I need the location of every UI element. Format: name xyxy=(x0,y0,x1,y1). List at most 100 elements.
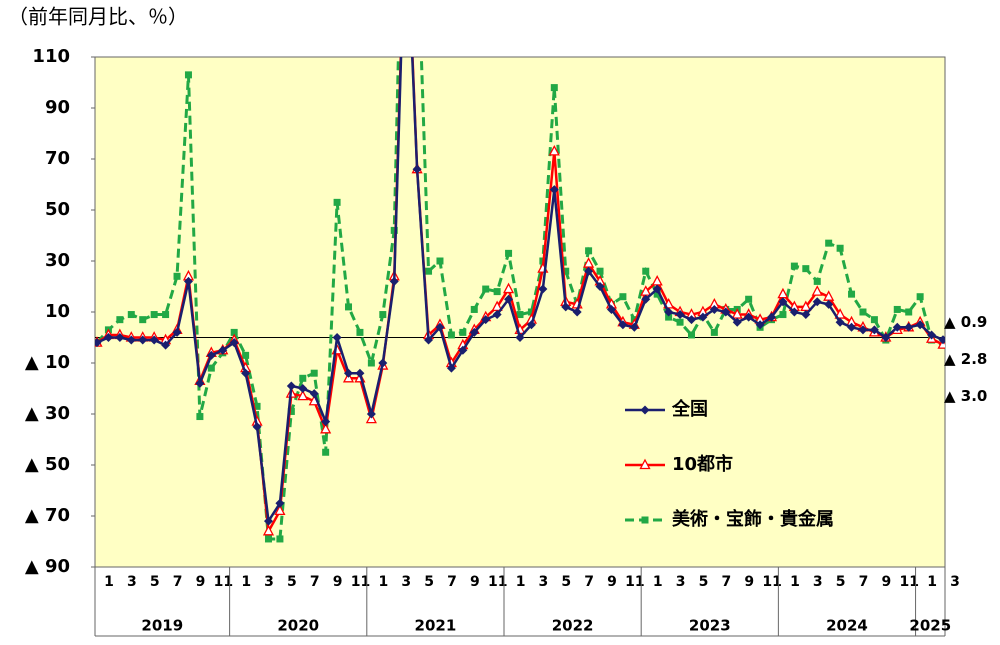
x-tick-label: 9 xyxy=(744,574,754,590)
data-point xyxy=(127,311,135,319)
data-point xyxy=(812,297,822,307)
year-label: 2021 xyxy=(415,617,457,635)
x-tick-label: 11 xyxy=(214,574,233,590)
x-tick-label: 3 xyxy=(676,574,686,590)
data-point xyxy=(276,535,284,543)
x-tick-label: 11 xyxy=(625,574,644,590)
data-point xyxy=(321,417,331,427)
data-point xyxy=(892,322,902,332)
x-tick-label: 7 xyxy=(721,574,731,590)
data-point xyxy=(230,328,238,336)
data-point xyxy=(584,266,594,276)
data-point xyxy=(596,267,604,275)
data-point xyxy=(606,304,616,314)
legend-label: 10都市 xyxy=(672,453,733,475)
y-tick-label: 70 xyxy=(45,148,70,169)
x-tick-label: 5 xyxy=(699,574,709,590)
data-point xyxy=(436,257,444,265)
data-point xyxy=(162,311,170,319)
data-point xyxy=(126,335,136,345)
data-point xyxy=(115,333,125,342)
data-point xyxy=(502,282,515,294)
x-tick-label: 9 xyxy=(882,574,892,590)
y-tick-label: ▲ 90 xyxy=(25,556,70,577)
x-tick-label: 7 xyxy=(859,574,869,590)
data-point xyxy=(424,335,434,345)
data-point xyxy=(95,338,102,348)
data-point xyxy=(516,311,524,319)
year-label: 2024 xyxy=(826,617,868,635)
data-point xyxy=(561,302,571,312)
x-tick-label: 1 xyxy=(927,574,937,590)
x-tick-label: 1 xyxy=(241,574,251,590)
data-point xyxy=(686,315,696,325)
x-tick-label: 3 xyxy=(813,574,823,590)
data-point xyxy=(848,290,856,298)
data-point xyxy=(263,516,273,526)
data-point xyxy=(504,294,514,304)
data-point xyxy=(274,504,286,516)
data-point xyxy=(825,239,833,247)
y-tick-label: ▲ 10 xyxy=(25,352,70,373)
data-point xyxy=(802,265,810,273)
y-tick-label: 10 xyxy=(45,301,70,322)
data-point xyxy=(138,335,148,345)
x-tick-label: 5 xyxy=(287,574,297,590)
end-label: ▲ 0.9 xyxy=(944,313,987,331)
data-point xyxy=(665,313,673,321)
x-tick-label: 7 xyxy=(584,574,594,590)
data-point xyxy=(287,407,295,415)
legend-marker xyxy=(641,516,649,524)
data-point xyxy=(721,307,731,317)
year-label: 2023 xyxy=(689,617,731,635)
data-point xyxy=(710,328,718,336)
plot xyxy=(95,57,945,543)
data-point xyxy=(572,307,582,317)
data-point xyxy=(709,304,719,314)
data-point xyxy=(505,249,513,257)
x-tick-label: 1 xyxy=(790,574,800,590)
data-point xyxy=(811,285,823,296)
data-point xyxy=(744,312,754,322)
data-point xyxy=(446,363,456,373)
data-point xyxy=(698,312,708,322)
data-point xyxy=(378,358,388,368)
data-point xyxy=(835,317,845,327)
data-point xyxy=(801,310,811,320)
data-point xyxy=(262,524,275,536)
x-tick-label: 3 xyxy=(401,574,411,590)
x-tick-label: 3 xyxy=(127,574,137,590)
x-tick-label: 1 xyxy=(516,574,526,590)
data-point xyxy=(916,293,924,301)
x-tick-label: 9 xyxy=(196,574,206,590)
data-point xyxy=(904,322,914,332)
data-point xyxy=(652,284,662,294)
data-point xyxy=(116,316,124,324)
y-tick-label: 90 xyxy=(45,97,70,118)
data-point xyxy=(333,198,341,206)
year-label: 2022 xyxy=(552,617,594,635)
data-point xyxy=(641,294,651,304)
data-point xyxy=(824,299,834,309)
data-point xyxy=(298,384,308,393)
data-point xyxy=(252,422,262,432)
data-point xyxy=(172,327,182,337)
data-point xyxy=(310,369,318,377)
data-point xyxy=(548,144,560,156)
y-tick-label: ▲ 30 xyxy=(25,403,70,424)
data-point xyxy=(149,335,159,345)
data-point xyxy=(767,312,777,322)
data-point xyxy=(482,285,490,293)
x-tick-label: 11 xyxy=(900,574,919,590)
year-label: 2019 xyxy=(141,617,183,635)
x-tick-label: 3 xyxy=(950,574,960,590)
data-point xyxy=(241,368,251,378)
x-tick-label: 5 xyxy=(150,574,160,590)
data-point xyxy=(173,272,181,280)
data-point xyxy=(515,333,525,342)
y-tick-label: 30 xyxy=(45,250,70,271)
data-point xyxy=(526,320,536,330)
data-point xyxy=(253,402,261,410)
